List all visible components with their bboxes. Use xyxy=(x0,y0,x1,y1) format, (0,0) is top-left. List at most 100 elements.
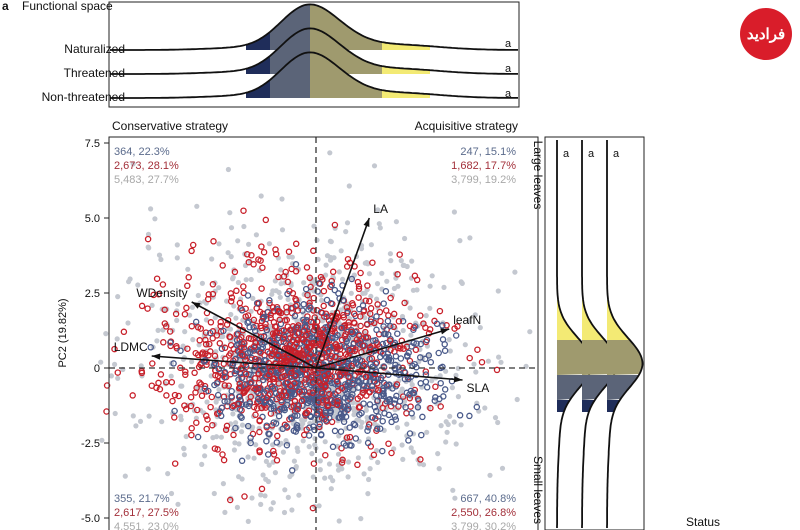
scatter-point xyxy=(218,345,226,352)
scatter-point xyxy=(240,283,247,290)
scatter-point xyxy=(356,305,363,313)
scatter-point xyxy=(292,261,300,268)
scatter-point xyxy=(387,251,393,257)
scatter-point xyxy=(367,466,373,472)
scatter-point xyxy=(158,256,164,263)
scatter-point xyxy=(322,475,328,481)
scatter-point xyxy=(393,219,399,225)
scatter-point xyxy=(345,459,352,465)
scatter-point xyxy=(235,279,241,286)
scatter-point xyxy=(306,444,312,450)
scatter-point xyxy=(241,388,248,396)
scatter-point xyxy=(429,378,435,384)
scatter-point xyxy=(175,501,181,507)
scatter-point xyxy=(223,422,231,430)
scatter-point xyxy=(417,456,424,463)
scatter-point xyxy=(340,311,347,319)
scatter-point xyxy=(266,462,272,468)
scatter-point xyxy=(300,395,307,403)
y-tick-label: 7.5 xyxy=(85,138,100,150)
scatter-point xyxy=(399,393,407,400)
scatter-point xyxy=(355,378,363,386)
scatter-point xyxy=(303,264,311,271)
scatter-point xyxy=(438,423,444,429)
scatter-point xyxy=(217,322,224,330)
scatter-point xyxy=(213,327,219,333)
scatter-point xyxy=(138,302,146,310)
scatter-point xyxy=(257,349,264,356)
scatter-point xyxy=(300,438,306,444)
scatter-point xyxy=(373,326,380,334)
scatter-point xyxy=(368,242,374,248)
scatter-point xyxy=(334,313,342,321)
scatter-point xyxy=(115,375,121,381)
scatter-point xyxy=(453,441,459,447)
scatter-point xyxy=(296,388,303,395)
scatter-point xyxy=(247,434,254,442)
scatter-point xyxy=(103,382,111,389)
loading-arrowhead xyxy=(363,218,370,227)
stat-bl-2: 4,551, 23.0% xyxy=(114,521,179,530)
loading-LA xyxy=(315,217,371,369)
scatter-point xyxy=(373,359,381,366)
scatter-point xyxy=(410,339,417,347)
scatter-point xyxy=(191,369,198,377)
scatter-point xyxy=(452,495,458,501)
scatter-point xyxy=(345,373,352,380)
scatter-point xyxy=(319,309,326,317)
scatter-point xyxy=(221,344,229,352)
scatter-point xyxy=(345,474,351,480)
scatter-point xyxy=(379,270,385,276)
scatter-point xyxy=(473,403,481,411)
scatter-point xyxy=(194,203,200,209)
scatter-point xyxy=(385,381,393,389)
scatter-point xyxy=(343,263,351,270)
scatter-point xyxy=(284,278,292,286)
scatter-point xyxy=(181,452,187,458)
scatter-point xyxy=(216,340,224,347)
scatter-point xyxy=(260,472,266,478)
scatter-point xyxy=(399,442,405,448)
scatter-point xyxy=(238,333,245,341)
scatter-point xyxy=(206,340,213,348)
scatter-point xyxy=(374,448,380,454)
loading-arrowhead xyxy=(151,353,161,360)
scatter-point xyxy=(238,414,245,421)
scatter-point xyxy=(98,359,104,365)
scatter-point xyxy=(462,342,468,348)
scatter-point xyxy=(248,276,254,283)
ridge-outline xyxy=(110,3,518,51)
scatter-point xyxy=(225,250,231,256)
ridge-band xyxy=(270,52,310,98)
scatter-point xyxy=(466,354,473,362)
scatter-point xyxy=(288,265,295,273)
scatter-point xyxy=(323,262,329,268)
scatter-point xyxy=(331,286,339,294)
scatter-point xyxy=(409,382,415,388)
scatter-point xyxy=(294,336,301,344)
loading-label: LA xyxy=(373,202,388,216)
scatter-point xyxy=(293,422,301,429)
scatter-point xyxy=(355,283,363,290)
scatter-point xyxy=(217,318,224,326)
scatter-point xyxy=(380,330,388,338)
scatter-point xyxy=(307,351,314,358)
scatter-point xyxy=(202,329,210,336)
scatter-point xyxy=(306,424,313,431)
scatter-point xyxy=(379,447,386,455)
scatter-point xyxy=(375,386,382,394)
scatter-point xyxy=(339,456,346,464)
vridge-band xyxy=(607,375,639,400)
scatter-point xyxy=(307,318,315,326)
scatter-point xyxy=(329,268,337,276)
scatter-point xyxy=(346,424,353,431)
scatter-point xyxy=(111,345,118,353)
scatter-point xyxy=(322,376,330,384)
scatter-point xyxy=(358,409,365,417)
axis-small-leaves: Small leaves xyxy=(531,456,545,524)
scatter-point xyxy=(324,253,331,259)
scatter-point xyxy=(220,481,226,487)
scatter-point xyxy=(425,330,433,337)
scatter-point xyxy=(424,429,430,435)
scatter-point xyxy=(172,310,180,318)
